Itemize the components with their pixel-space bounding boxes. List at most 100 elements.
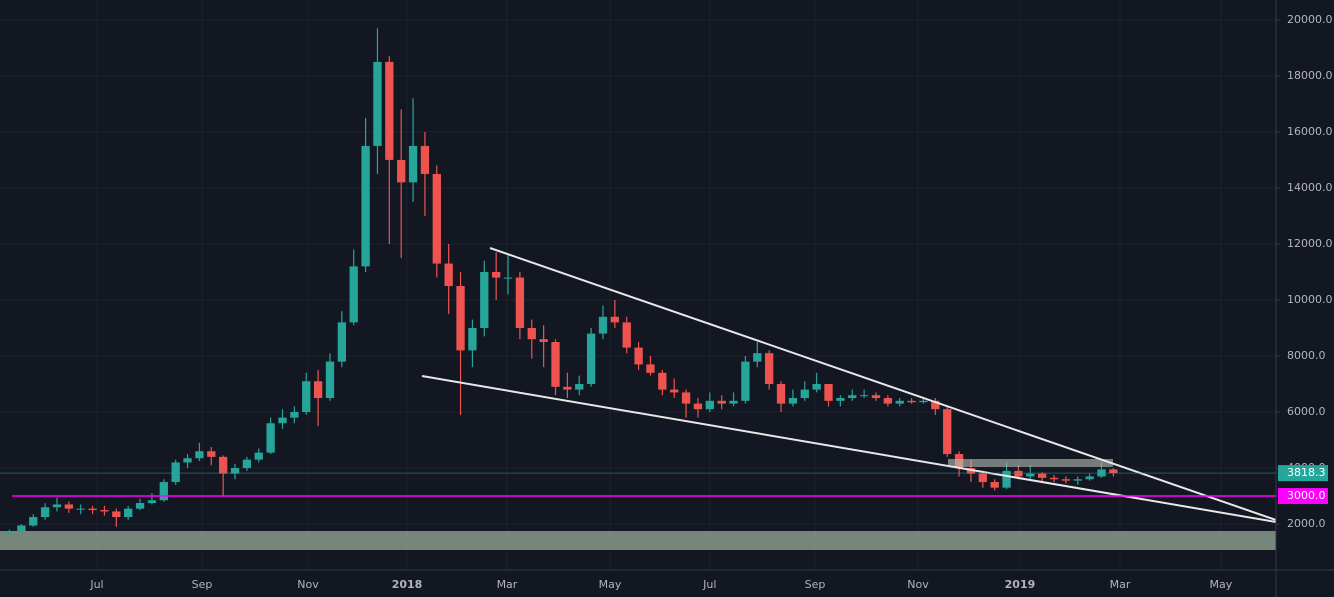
candle-body bbox=[456, 285, 465, 351]
x-tick-label: Nov bbox=[297, 578, 319, 591]
candle-body bbox=[765, 353, 774, 385]
candle-body bbox=[408, 145, 418, 183]
candle-body bbox=[907, 400, 916, 403]
y-tick-label: 12000.0 bbox=[1287, 237, 1333, 250]
candle-body bbox=[230, 468, 240, 474]
resistance-zone bbox=[948, 459, 1113, 467]
x-tick-label: May bbox=[599, 578, 622, 591]
candle-body bbox=[1085, 476, 1094, 480]
candle-body bbox=[634, 347, 643, 365]
candle-body bbox=[670, 389, 679, 393]
candle-body bbox=[717, 400, 726, 404]
price-tag-label: 3000.0 bbox=[1287, 489, 1326, 502]
candle-body bbox=[218, 456, 228, 474]
candle-body bbox=[397, 159, 406, 183]
candle-body bbox=[420, 145, 430, 174]
candle-body bbox=[681, 392, 691, 404]
candle-body bbox=[373, 61, 382, 146]
candle-body bbox=[800, 389, 809, 399]
last-price-tag bbox=[1278, 465, 1328, 482]
candle-body bbox=[563, 386, 572, 390]
candle-body bbox=[1061, 479, 1071, 481]
candle-body bbox=[836, 398, 845, 401]
candle-body bbox=[290, 412, 299, 418]
candle-body bbox=[943, 409, 952, 455]
candle-body bbox=[871, 395, 881, 399]
x-tick-label: Mar bbox=[497, 578, 518, 591]
candle-body bbox=[124, 508, 133, 518]
candle-body bbox=[337, 322, 347, 362]
y-tick-label: 10000.0 bbox=[1287, 293, 1333, 306]
candle-body bbox=[349, 266, 358, 323]
x-tick-label: May bbox=[1210, 578, 1233, 591]
candle-body bbox=[646, 364, 655, 373]
candle-body bbox=[1026, 473, 1035, 477]
candle-body bbox=[598, 316, 608, 334]
candle-body bbox=[693, 403, 703, 410]
candle-body bbox=[29, 517, 38, 526]
candle-body bbox=[88, 508, 97, 511]
x-tick-label: 2019 bbox=[1005, 578, 1036, 591]
candle-body bbox=[302, 381, 311, 413]
x-tick-label: Nov bbox=[907, 578, 929, 591]
y-tick-label: 16000.0 bbox=[1287, 125, 1333, 138]
candle-body bbox=[147, 500, 157, 504]
x-tick-label: Jul bbox=[702, 578, 716, 591]
candle-body bbox=[112, 511, 121, 518]
candle-body bbox=[17, 525, 26, 532]
y-tick-label: 8000.0 bbox=[1287, 349, 1326, 362]
candle-body bbox=[919, 400, 928, 403]
y-tick-label: 14000.0 bbox=[1287, 181, 1333, 194]
candle-body bbox=[575, 384, 584, 390]
candle-body bbox=[1073, 479, 1082, 481]
candle-body bbox=[444, 263, 453, 286]
candle-body bbox=[859, 395, 869, 397]
overlay bbox=[0, 472, 1276, 497]
support-zone bbox=[0, 531, 1276, 550]
candle-body bbox=[52, 504, 62, 508]
candle-body bbox=[776, 384, 786, 404]
last-price-label: 3818.3 bbox=[1287, 466, 1326, 479]
candle-body bbox=[254, 452, 263, 460]
candle-body bbox=[729, 400, 738, 404]
axes: 2000.04000.06000.08000.010000.012000.014… bbox=[89, 13, 1332, 591]
x-tick-label: Mar bbox=[1110, 578, 1131, 591]
candle-body bbox=[1002, 470, 1011, 488]
candle-body bbox=[480, 271, 489, 328]
candle-body bbox=[503, 277, 513, 279]
upper-trendline bbox=[489, 247, 1277, 521]
x-tick-label: Sep bbox=[192, 578, 213, 591]
candle-body bbox=[242, 459, 252, 469]
candle-body bbox=[1014, 470, 1023, 477]
candle-body bbox=[1049, 477, 1059, 480]
candle-body bbox=[622, 322, 631, 348]
candle-body bbox=[848, 395, 857, 399]
candle-body bbox=[432, 173, 441, 264]
candle-body bbox=[586, 333, 596, 385]
candle-body bbox=[658, 372, 667, 390]
candle-body bbox=[195, 451, 204, 459]
candle-body bbox=[135, 503, 145, 509]
candle-body bbox=[325, 361, 335, 399]
candle-body bbox=[883, 398, 893, 404]
candle-body bbox=[539, 339, 548, 342]
candle-body bbox=[361, 145, 370, 267]
x-tick-label: 2018 bbox=[392, 578, 423, 591]
candle-body bbox=[741, 361, 750, 401]
price-tag bbox=[1278, 488, 1328, 505]
candle-body bbox=[931, 400, 940, 410]
candle-body bbox=[5, 531, 14, 534]
candle-body bbox=[515, 277, 525, 328]
candle-body bbox=[159, 482, 168, 501]
candle-body bbox=[978, 473, 987, 483]
candle-body bbox=[610, 316, 620, 323]
candle-body bbox=[40, 507, 50, 518]
candle-body bbox=[492, 271, 501, 278]
x-tick-label: Jul bbox=[89, 578, 103, 591]
grid bbox=[0, 0, 1276, 570]
candle-body bbox=[705, 400, 714, 410]
candle-body bbox=[1038, 473, 1047, 478]
candle-body bbox=[278, 417, 287, 424]
